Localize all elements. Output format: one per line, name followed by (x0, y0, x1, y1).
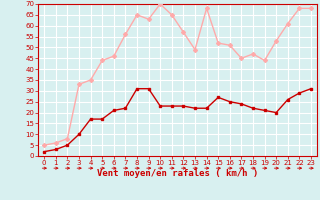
X-axis label: Vent moyen/en rafales ( km/h ): Vent moyen/en rafales ( km/h ) (97, 169, 258, 178)
